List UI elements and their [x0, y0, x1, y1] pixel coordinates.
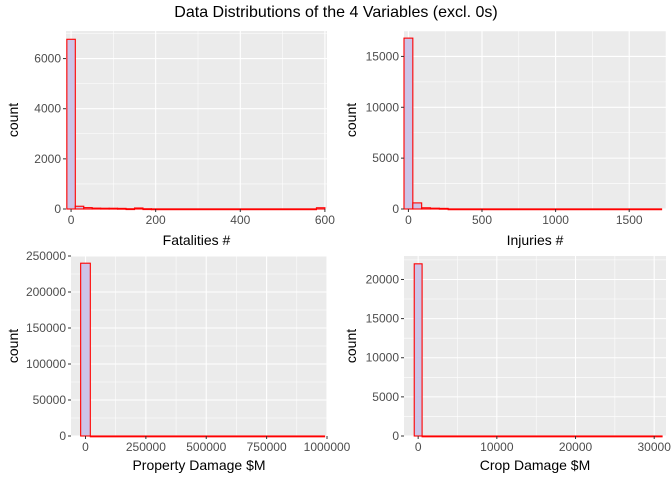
- histogram-bar: [421, 435, 663, 438]
- x-tick-label: 500: [472, 213, 492, 227]
- x-tick-label: 0: [405, 213, 412, 227]
- y-tick-label: 2000: [34, 152, 61, 166]
- y-tick-label: 250000: [26, 249, 66, 263]
- x-tick-label: 20000: [559, 440, 593, 454]
- histogram-bar: [117, 207, 127, 210]
- x-tick-label: 250000: [126, 440, 166, 454]
- y-tick-label: 200000: [26, 285, 66, 299]
- y-tick-label: 20000: [366, 272, 400, 286]
- x-tick-label: 1500: [616, 213, 643, 227]
- y-tick-label: 0: [392, 202, 399, 216]
- x-tick-label: 400: [230, 213, 250, 227]
- histogram-bar: [74, 205, 85, 210]
- histogram-bar: [142, 208, 152, 211]
- histogram-bar: [83, 207, 93, 210]
- y-tick-label: 15000: [366, 312, 400, 326]
- histogram-bar: [421, 207, 432, 210]
- y-tick-label: 0: [59, 429, 66, 443]
- y-tick-label: 0: [392, 429, 399, 443]
- panel-background: [404, 256, 666, 436]
- y-tick-label: 50000: [33, 393, 67, 407]
- x-tick-label: 500000: [186, 440, 226, 454]
- x-axis-title: Crop Damage $M: [480, 457, 591, 473]
- x-tick-label: 0: [68, 213, 75, 227]
- histogram-bar: [125, 208, 136, 211]
- histogram-bar: [91, 207, 102, 210]
- y-tick-label: 6000: [34, 52, 61, 66]
- x-tick-label: 200: [146, 213, 166, 227]
- x-tick-label: 0: [415, 440, 422, 454]
- x-tick-label: 750000: [247, 440, 287, 454]
- x-tick-label: 10000: [480, 440, 514, 454]
- x-tick-label: 1000000: [304, 440, 351, 454]
- x-tick-label: 30000: [638, 440, 672, 454]
- panel-property: 0 250000 500000 750000 1000000 0 50000 100000 15…: [5, 249, 351, 473]
- x-tick-label: 1000: [542, 213, 569, 227]
- chart-title: Data Distributions of the 4 Variables (e…: [174, 4, 498, 21]
- histogram-bar: [429, 207, 440, 210]
- x-tick-label: 600: [315, 213, 335, 227]
- x-tick-label: 0: [82, 440, 89, 454]
- y-tick-label: 10000: [366, 100, 400, 114]
- histogram-bar: [315, 207, 326, 210]
- y-tick-label: 100000: [26, 357, 66, 371]
- y-axis-title: count: [343, 329, 359, 363]
- histogram-bar: [108, 207, 119, 210]
- histogram-bar: [403, 37, 414, 210]
- panel-background: [66, 31, 327, 209]
- y-tick-label: 5000: [372, 151, 399, 165]
- histogram-bar: [412, 202, 423, 210]
- y-tick-label: 5000: [372, 390, 399, 404]
- x-axis-title: Fatalities #: [163, 232, 231, 248]
- y-tick-label: 4000: [34, 102, 61, 116]
- histogram-bar: [133, 207, 144, 210]
- x-axis-title: Property Damage $M: [132, 457, 265, 473]
- y-tick-label: 15000: [366, 49, 400, 63]
- histogram-bar: [89, 435, 326, 438]
- y-tick-label: 150000: [26, 321, 66, 335]
- histogram-bar: [447, 208, 663, 211]
- histogram-bar: [150, 208, 317, 211]
- y-tick-label: 0: [54, 202, 61, 216]
- x-axis-title: Injuries #: [507, 232, 564, 248]
- histogram-bar: [413, 263, 423, 437]
- histogram-bar: [80, 262, 91, 437]
- histogram-bar: [66, 38, 76, 210]
- y-axis-title: count: [343, 103, 359, 137]
- histogram-bar: [438, 207, 449, 210]
- y-axis-title: count: [5, 329, 21, 363]
- panel-crop: 0 10000 20000 30000 0 5000 10000 15000 20000 Crop…: [343, 256, 671, 473]
- y-axis-title: count: [5, 103, 21, 137]
- y-tick-label: 10000: [366, 351, 400, 365]
- panel-background: [404, 31, 666, 209]
- histogram-bar: [100, 207, 110, 210]
